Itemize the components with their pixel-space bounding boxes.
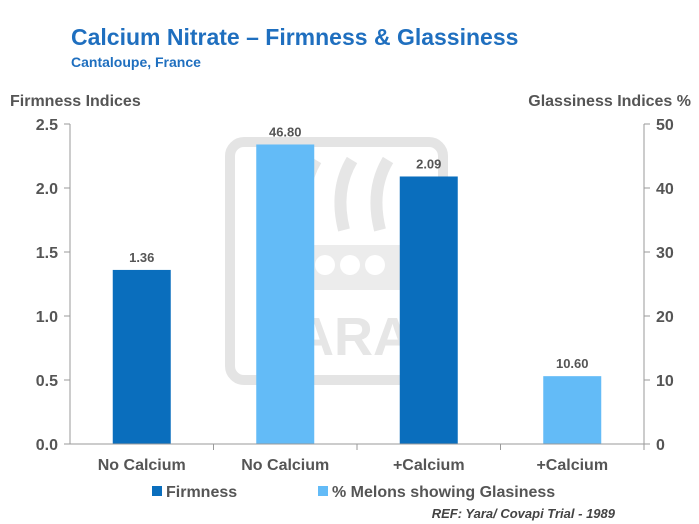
data-label: 2.09 — [416, 156, 441, 171]
bars: 1.36 46.80 2.09 10.60 — [112, 124, 602, 445]
y-left-tick-label: 0.0 — [36, 437, 58, 454]
data-label: 46.80 — [269, 124, 302, 139]
bar — [399, 176, 458, 445]
y-right-tick-label: 50 — [656, 117, 674, 134]
legend-swatch — [152, 486, 162, 496]
bar — [112, 269, 171, 444]
y-left-tick-label: 1.5 — [36, 245, 58, 262]
y-axis-left-ticks: 0.0 0.5 1.0 1.5 2.0 2.5 — [36, 117, 70, 454]
data-label: 1.36 — [129, 250, 154, 265]
category-labels: No Calcium No Calcium +Calcium +Calcium — [98, 444, 645, 474]
y-left-tick-label: 2.0 — [36, 181, 58, 198]
y-left-tick-label: 0.5 — [36, 373, 58, 390]
y-right-tick-label: 0 — [656, 437, 665, 454]
legend-label: % Melons showing Glasiness — [332, 484, 555, 501]
y-right-tick-label: 20 — [656, 309, 674, 326]
category-label: No Calcium — [241, 457, 329, 474]
y-left-tick-label: 1.0 — [36, 309, 58, 326]
y-right-tick-label: 10 — [656, 373, 674, 390]
y-axis-left-title: Firmness Indices — [10, 93, 141, 110]
chart-subtitle: Cantaloupe, France — [71, 54, 201, 70]
category-label: +Calcium — [393, 457, 465, 474]
y-right-tick-label: 30 — [656, 245, 674, 262]
legend: Firmness % Melons showing Glasiness — [152, 484, 555, 501]
legend-swatch — [318, 486, 328, 496]
bar — [256, 144, 315, 445]
y-right-tick-label: 40 — [656, 181, 674, 198]
bar — [543, 376, 602, 444]
category-label: +Calcium — [536, 457, 608, 474]
y-left-tick-label: 2.5 — [36, 117, 58, 134]
y-axis-right-ticks: 0 10 20 30 40 50 — [644, 117, 674, 454]
chart-title: Calcium Nitrate – Firmness & Glassiness — [71, 24, 519, 50]
reference-note: REF: Yara/ Covapi Trial - 1989 — [432, 506, 616, 521]
legend-label: Firmness — [166, 484, 237, 501]
category-label: No Calcium — [98, 457, 186, 474]
y-axis-right-title: Glassiness Indices % — [528, 93, 691, 110]
data-label: 10.60 — [556, 356, 589, 371]
